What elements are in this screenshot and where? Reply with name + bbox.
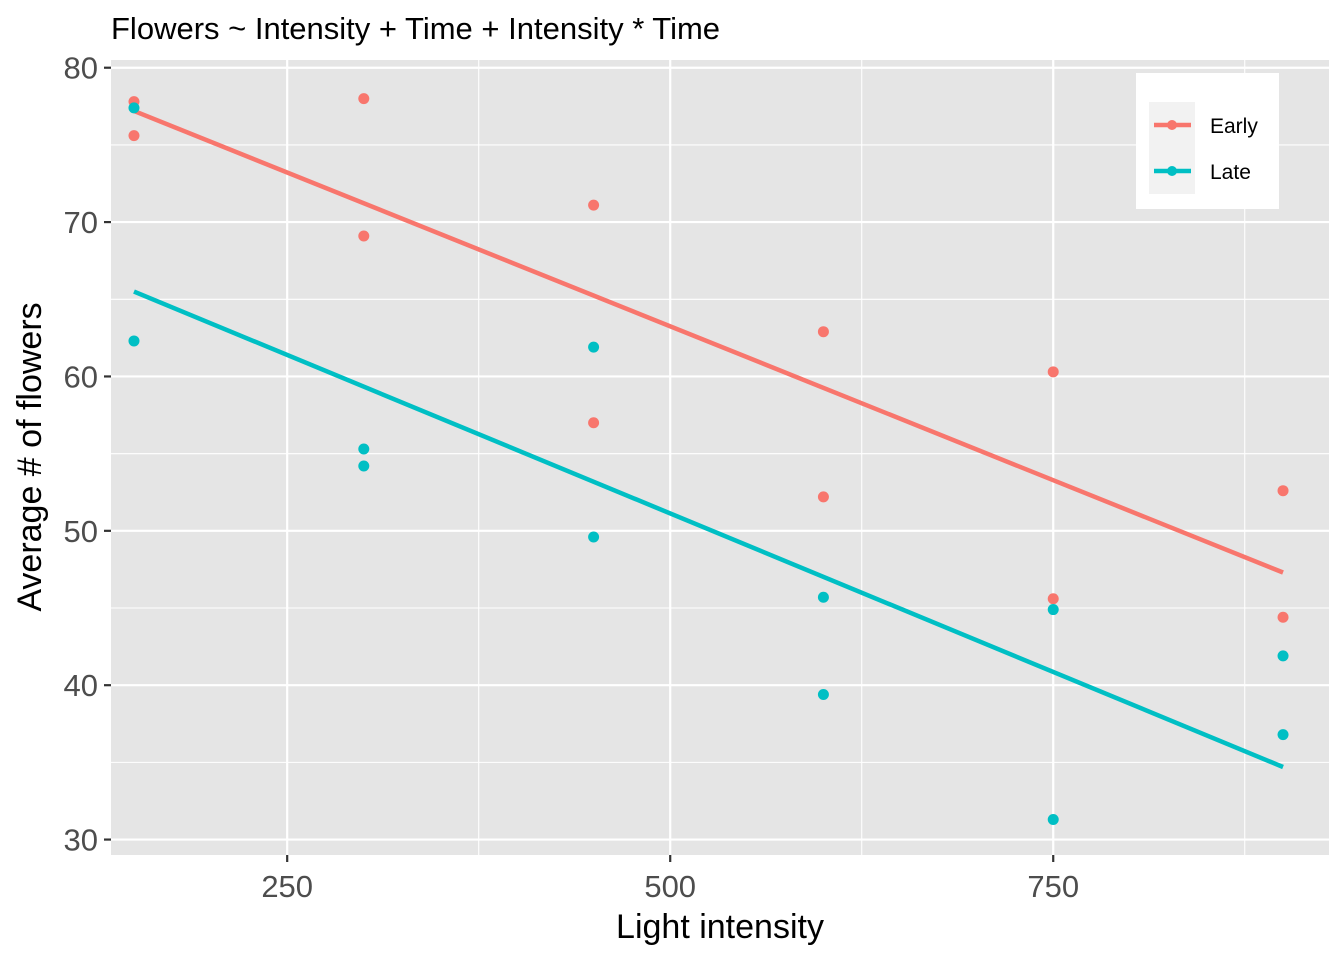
data-point-early — [1047, 366, 1059, 378]
x-tick-label: 750 — [1027, 869, 1079, 904]
y-tick-label: 50 — [64, 514, 98, 549]
data-point-early — [1277, 611, 1289, 623]
data-point-early — [588, 199, 600, 211]
data-point-early — [817, 491, 829, 503]
y-tick-label: 80 — [64, 51, 98, 86]
legend-items: Early Late — [1149, 102, 1258, 194]
legend: Early Late — [1136, 73, 1279, 209]
y-tick-label: 70 — [64, 205, 98, 240]
data-point-early — [358, 230, 370, 242]
data-point-late — [358, 443, 370, 455]
chart-title: Flowers ~ Intensity + Time + Intensity *… — [111, 11, 720, 46]
tick-labels: 250 500 750 30 40 50 60 70 80 — [64, 51, 1080, 904]
legend-label-late: Late — [1210, 161, 1251, 184]
x-tick-label: 500 — [644, 869, 696, 904]
data-point-late — [817, 591, 829, 603]
data-point-late — [1277, 650, 1289, 662]
legend-label-early: Early — [1210, 115, 1258, 138]
major-gridlines — [111, 60, 1329, 855]
data-point-early — [128, 130, 140, 142]
data-point-early — [1047, 593, 1059, 605]
data-point-late — [588, 531, 600, 543]
data-point-late — [128, 102, 140, 114]
axis-ticks — [104, 66, 1055, 862]
data-point-early — [588, 417, 600, 429]
x-tick-label: 250 — [261, 869, 313, 904]
y-axis-title: Average # of flowers — [11, 302, 49, 611]
x-axis-title: Light intensity — [616, 908, 824, 946]
data-point-late — [358, 460, 370, 472]
data-point-late — [128, 335, 140, 347]
legend-key-point-early — [1167, 120, 1177, 130]
fit-line-early — [133, 108, 1284, 575]
data-point-early — [1277, 485, 1289, 497]
fit-lines — [133, 108, 1284, 770]
fit-line-late — [133, 289, 1284, 770]
data-point-early — [817, 326, 829, 338]
data-point-late — [588, 341, 600, 353]
data-point-late — [1047, 813, 1059, 825]
y-tick-label: 30 — [64, 823, 98, 858]
data-point-late — [1047, 604, 1059, 616]
data-points — [128, 93, 1289, 825]
y-tick-label: 60 — [64, 359, 98, 394]
y-tick-label: 40 — [64, 668, 98, 703]
legend-key-point-late — [1167, 166, 1177, 176]
data-point-late — [1277, 729, 1289, 741]
data-point-late — [817, 688, 829, 700]
plot-panel — [111, 60, 1329, 855]
data-point-early — [358, 93, 370, 105]
